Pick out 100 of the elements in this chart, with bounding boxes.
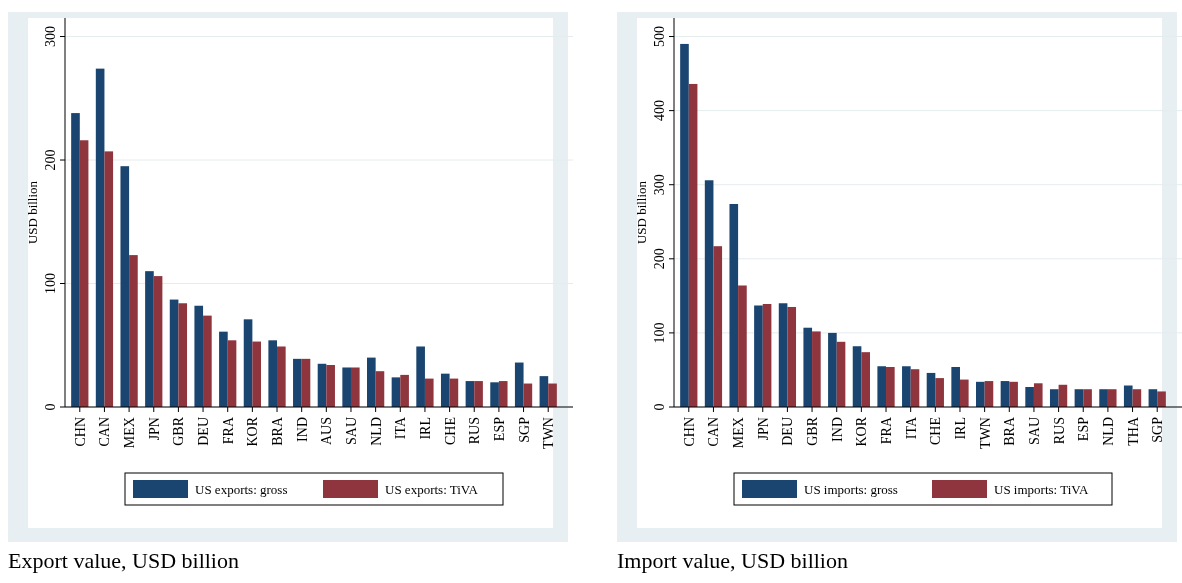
bar xyxy=(680,43,689,407)
x-tick-label: CHE xyxy=(442,417,458,445)
bar xyxy=(194,305,204,407)
x-tick-label: SGP xyxy=(1150,416,1166,443)
bar xyxy=(1123,385,1133,407)
y-tick-label: 400 xyxy=(652,100,667,122)
bar xyxy=(787,306,797,407)
bar xyxy=(861,352,870,407)
bar xyxy=(1099,389,1108,407)
legend-label: US exports: TiVA xyxy=(385,482,479,497)
bar xyxy=(877,366,887,407)
legend-label: US imports: TiVA xyxy=(994,482,1090,497)
legend-label: US imports: gross xyxy=(804,482,898,497)
x-tick-label: BRA xyxy=(270,416,286,446)
bar xyxy=(178,303,188,407)
y-tick-label: 300 xyxy=(43,26,58,48)
x-tick-label: CHE xyxy=(928,417,944,445)
y-tick-label: 0 xyxy=(652,403,667,411)
bar xyxy=(976,381,985,407)
x-tick-label: DEU xyxy=(196,417,212,446)
bar xyxy=(688,83,698,407)
bar xyxy=(704,180,714,407)
bar xyxy=(129,255,138,407)
bar xyxy=(367,357,376,407)
bar xyxy=(391,377,401,407)
bar xyxy=(268,340,278,407)
x-tick-label: RUS xyxy=(467,417,483,445)
bar xyxy=(803,327,813,407)
bar xyxy=(812,331,821,407)
y-tick-label: 200 xyxy=(652,248,667,270)
x-tick-label: RUS xyxy=(1051,417,1067,445)
bar xyxy=(926,372,936,407)
x-tick-label: BRA xyxy=(1002,416,1018,446)
x-tick-label: KOR xyxy=(245,416,261,447)
bar xyxy=(910,369,920,407)
x-tick-label: GBR xyxy=(805,416,821,446)
x-tick-label: SGP xyxy=(516,416,532,443)
x-tick-label: ESP xyxy=(491,416,507,442)
bar xyxy=(935,378,944,407)
y-tick-label: 100 xyxy=(652,322,667,344)
bar xyxy=(326,365,335,407)
y-axis-title: USD billion xyxy=(634,180,649,245)
x-tick-label: CHN xyxy=(681,417,697,447)
bar xyxy=(729,203,739,407)
bar xyxy=(317,363,327,407)
legend-label: US exports: gross xyxy=(195,482,288,497)
y-axis-title: USD billion xyxy=(25,180,40,245)
bar xyxy=(301,358,311,407)
x-tick-label: JPN xyxy=(755,417,771,441)
x-tick-label: NLD xyxy=(368,417,384,446)
bar xyxy=(1033,383,1043,407)
bar xyxy=(762,304,772,407)
bar xyxy=(293,358,302,407)
x-tick-label: JPN xyxy=(146,417,162,441)
bar xyxy=(375,371,385,407)
text: Export value, USD billion xyxy=(8,548,239,573)
bar xyxy=(153,276,163,407)
bar xyxy=(219,331,228,407)
bar xyxy=(959,379,969,407)
bar xyxy=(424,378,434,407)
bar xyxy=(440,373,450,407)
x-tick-label: IND xyxy=(294,417,310,442)
bar xyxy=(203,315,212,407)
x-tick-label: ITA xyxy=(903,416,919,440)
text: Import value, USD billion xyxy=(617,548,848,573)
x-tick-label: IRL xyxy=(417,417,433,440)
bar xyxy=(754,305,763,407)
x-tick-label: TWN xyxy=(977,417,993,449)
bar xyxy=(539,376,549,407)
bar xyxy=(104,151,114,407)
bar xyxy=(490,382,499,407)
x-tick-label: THA xyxy=(1125,416,1141,446)
x-tick-label: NLD xyxy=(1100,417,1116,446)
x-tick-label: ITA xyxy=(393,416,409,440)
bar xyxy=(1025,386,1034,407)
x-tick-label: IND xyxy=(829,417,845,442)
bar xyxy=(1009,381,1018,407)
x-tick-label: FRA xyxy=(879,416,895,445)
bar xyxy=(902,366,911,407)
bar xyxy=(951,366,960,407)
x-tick-label: MEX xyxy=(122,417,138,449)
x-tick-label: FRA xyxy=(220,416,236,445)
bar xyxy=(71,113,80,407)
bar xyxy=(95,68,105,407)
y-tick-label: 100 xyxy=(43,273,58,295)
bar xyxy=(1157,391,1166,407)
y-tick-label: 500 xyxy=(652,26,667,48)
bar xyxy=(498,381,508,407)
x-tick-label: CAN xyxy=(97,417,113,447)
bar xyxy=(416,346,425,407)
bar xyxy=(243,319,253,407)
bar xyxy=(79,140,89,407)
bar xyxy=(350,367,360,407)
x-tick-label: DEU xyxy=(780,417,796,446)
x-tick-label: GBR xyxy=(171,416,187,446)
x-tick-label: MEX xyxy=(731,417,747,449)
bar xyxy=(227,340,237,407)
bar xyxy=(713,246,723,407)
x-tick-label: CHN xyxy=(72,417,88,447)
bar xyxy=(120,166,130,407)
